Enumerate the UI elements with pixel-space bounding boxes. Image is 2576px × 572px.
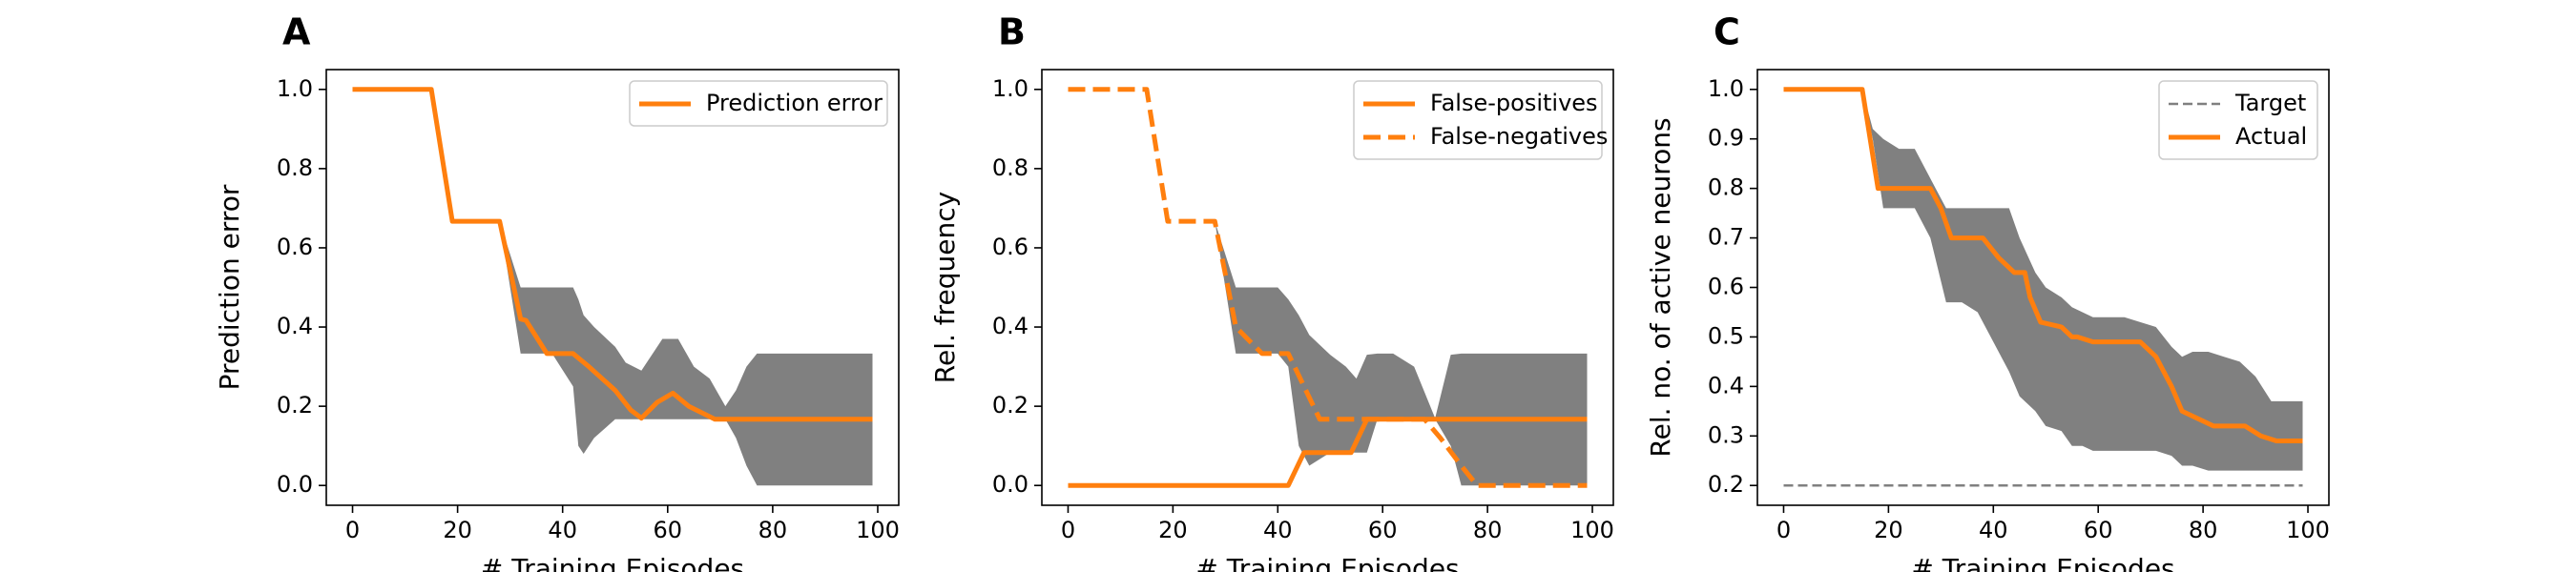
panel-a: A 0 20 40 60 80 100 0.0 0.2 0.4 0.6 0.8 1.0 # Trainin… — [214, 11, 900, 572]
y-tick-label: 0.4 — [992, 313, 1028, 339]
y-axis-label: Rel. frequency — [929, 192, 961, 383]
y-tick-label: 0.0 — [277, 471, 313, 498]
legend-label: Target — [2234, 90, 2306, 116]
x-tick-label: 40 — [1979, 517, 2008, 543]
y-tick-label: 0.5 — [1708, 322, 1744, 349]
y-tick-label: 0.4 — [1708, 372, 1744, 398]
x-tick-label: 40 — [548, 517, 577, 543]
x-tick-label: 60 — [654, 517, 683, 543]
y-tick-label: 0.7 — [1708, 224, 1744, 251]
panel-letter: A — [282, 11, 311, 53]
panel-letter: B — [998, 11, 1026, 53]
y-tick-label: 0.4 — [277, 313, 313, 339]
legend-label: False-negatives — [1430, 123, 1608, 150]
legend: Target Actual — [2158, 80, 2318, 160]
legend-box — [629, 80, 888, 127]
panel-c: C 0 20 40 60 80 100 0.2 0.3 0.4 0.5 0.6 0.7 0.8 0.9 1.0… — [1645, 11, 2330, 572]
x-tick-label: 20 — [443, 517, 472, 543]
panel-letter: C — [1714, 11, 1740, 53]
y-tick-label: 1.0 — [992, 75, 1028, 102]
x-tick-label: 100 — [1570, 517, 1614, 543]
y-tick-label: 0.8 — [277, 154, 313, 181]
y-tick-label: 0.3 — [1708, 421, 1744, 448]
y-tick-label: 0.8 — [1708, 174, 1744, 201]
y-tick-label: 0.9 — [1708, 125, 1744, 152]
axes-frame — [325, 69, 900, 506]
y-tick-label: 0.6 — [277, 234, 313, 260]
x-tick-label: 100 — [856, 517, 900, 543]
x-tick-label: 80 — [2189, 517, 2218, 543]
x-axis-label: # Training Episodes — [481, 553, 744, 572]
x-tick-label: 80 — [758, 517, 788, 543]
y-tick-label: 1.0 — [277, 75, 313, 102]
x-tick-label: 0 — [345, 517, 360, 543]
panel-b: B 0 20 40 60 80 100 0.0 0.2 0.4 0.6 0.8 1.0 # Trainin… — [929, 11, 1614, 572]
axes-frame — [1041, 69, 1614, 506]
legend: Prediction error — [629, 80, 888, 127]
series-line-false-negatives — [1068, 87, 1588, 488]
y-axis-label: Prediction error — [214, 184, 245, 390]
uncertainty-band — [1861, 89, 2303, 471]
x-axis-label: # Training Episodes — [1195, 553, 1459, 572]
y-tick-label: 0.0 — [992, 471, 1028, 498]
x-tick-label: 80 — [1473, 517, 1503, 543]
legend: False-positives False-negatives — [1353, 80, 1608, 160]
y-axis-label: Rel. no. of active neurons — [1645, 117, 1676, 457]
x-tick-label: 40 — [1263, 517, 1293, 543]
y-tick-label: 0.6 — [1708, 274, 1744, 300]
x-tick-label: 20 — [1158, 517, 1188, 543]
y-tick-label: 0.2 — [992, 392, 1028, 419]
x-tick-label: 0 — [1061, 517, 1075, 543]
series-line-prediction-error — [352, 87, 873, 422]
y-tick-label: 0.2 — [277, 392, 313, 419]
x-tick-label: 20 — [1874, 517, 1903, 543]
x-tick-label: 60 — [1368, 517, 1398, 543]
legend-box — [1353, 80, 1603, 160]
x-tick-label: 100 — [2286, 517, 2330, 543]
y-tick-label: 1.0 — [1708, 75, 1744, 102]
x-tick-label: 0 — [1776, 517, 1791, 543]
y-tick-label: 0.8 — [992, 154, 1028, 181]
legend-label: Prediction error — [706, 90, 883, 116]
series-line-false-positives — [1068, 417, 1588, 488]
legend-label: False-positives — [1430, 90, 1598, 116]
x-axis-label: # Training Episodes — [1911, 553, 2174, 572]
y-tick-label: 0.2 — [1708, 471, 1744, 498]
y-tick-label: 0.6 — [992, 234, 1028, 260]
legend-label: Actual — [2235, 123, 2307, 150]
x-tick-label: 60 — [2084, 517, 2113, 543]
series-line-actual — [1783, 87, 2303, 443]
